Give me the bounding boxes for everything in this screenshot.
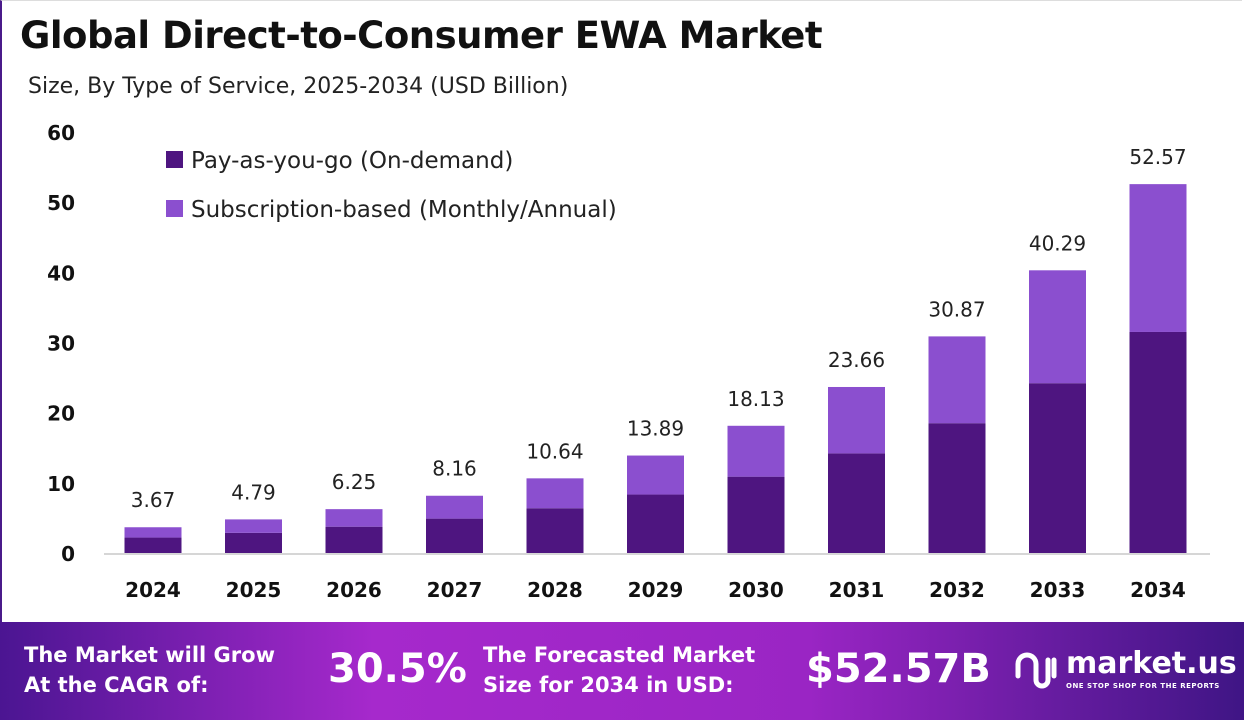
data-label-2033: 40.29: [1029, 231, 1086, 255]
data-label-2025: 4.79: [231, 480, 276, 504]
x-tick-label: 2029: [628, 578, 684, 602]
x-tick-label: 2025: [226, 578, 282, 602]
bar-segment-pay-as-you-go-2026: [325, 526, 383, 553]
forecast-value: $52.57B: [806, 646, 991, 692]
y-tick-label: 50: [47, 191, 75, 215]
bar-segment-subscription-2027: [426, 495, 483, 519]
bar-segment-subscription-2030: [727, 425, 785, 477]
y-tick-label: 60: [47, 121, 75, 145]
data-label-2028: 10.64: [526, 439, 583, 463]
data-label-2031: 23.66: [828, 348, 885, 372]
bar-segment-pay-as-you-go-2028: [526, 508, 584, 553]
y-tick-label: 30: [47, 332, 75, 356]
bar-segment-subscription-2034: [1129, 184, 1187, 332]
bar-segment-subscription-2025: [225, 519, 282, 533]
legend-label-0: Pay-as-you-go (On-demand): [191, 148, 513, 174]
data-label-2026: 6.25: [332, 470, 377, 494]
bar-segment-subscription-2028: [526, 478, 584, 509]
cagr-label-line1: The Market will Grow: [24, 643, 275, 667]
x-tick-label: 2032: [929, 578, 985, 602]
legend-swatch-1: [166, 200, 183, 217]
x-tick-label: 2031: [829, 578, 885, 602]
data-label-2027: 8.16: [432, 457, 477, 481]
stacked-bar-chart: 01020304050603.6720244.7920256.2520268.1…: [47, 121, 1210, 602]
x-tick-label: 2024: [125, 578, 181, 602]
bar-segment-subscription-2026: [325, 509, 383, 527]
forecast-label: The Forecasted Market Size for 2034 in U…: [483, 640, 755, 700]
chart-frame: [0, 0, 1242, 622]
bar-segment-subscription-2031: [828, 386, 885, 454]
bar-segment-pay-as-you-go-2027: [426, 518, 483, 553]
market-us-logo-icon: [1015, 652, 1057, 689]
bar-segment-subscription-2033: [1029, 270, 1086, 384]
data-label-2034: 52.57: [1129, 145, 1186, 169]
bar-segment-pay-as-you-go-2033: [1029, 383, 1086, 553]
y-tick-label: 20: [47, 402, 75, 426]
bar-segment-pay-as-you-go-2034: [1129, 331, 1187, 553]
cagr-label-line2: At the CAGR of:: [24, 673, 209, 697]
legend-swatch-0: [166, 151, 183, 168]
bar-segment-subscription-2032: [928, 336, 986, 424]
bar-segment-subscription-2029: [627, 455, 684, 495]
forecast-label-line1: The Forecasted Market: [483, 643, 756, 667]
forecast-label-line2: Size for 2034 in USD:: [483, 673, 734, 697]
footer-banner: The Market will Grow At the CAGR of: 30.…: [0, 622, 1244, 720]
bar-segment-subscription-2024: [124, 527, 182, 538]
bar-segment-pay-as-you-go-2030: [727, 476, 785, 553]
brand-name: market.us: [1066, 646, 1237, 681]
bar-segment-pay-as-you-go-2024: [124, 537, 182, 553]
x-tick-label: 2026: [326, 578, 382, 602]
x-tick-label: 2030: [728, 578, 784, 602]
y-tick-label: 10: [47, 472, 75, 496]
chart-title: Global Direct-to-Consumer EWA Market: [20, 14, 823, 57]
data-label-2024: 3.67: [131, 488, 176, 512]
x-tick-label: 2034: [1130, 578, 1186, 602]
cagr-value: 30.5%: [328, 646, 467, 692]
x-tick-label: 2027: [427, 578, 483, 602]
data-label-2030: 18.13: [727, 387, 784, 411]
x-tick-label: 2033: [1030, 578, 1086, 602]
bar-segment-pay-as-you-go-2032: [928, 423, 986, 553]
legend-label-1: Subscription-based (Monthly/Annual): [191, 197, 617, 223]
bar-segment-pay-as-you-go-2031: [828, 453, 885, 553]
data-label-2032: 30.87: [928, 297, 985, 321]
y-tick-label: 40: [47, 261, 75, 285]
brand-tagline: ONE STOP SHOP FOR THE REPORTS: [1066, 682, 1220, 690]
y-tick-label: 0: [61, 542, 75, 566]
chart-subtitle: Size, By Type of Service, 2025-2034 (USD…: [28, 74, 569, 99]
data-label-2029: 13.89: [627, 417, 684, 441]
bar-segment-pay-as-you-go-2029: [627, 494, 684, 553]
bar-segment-pay-as-you-go-2025: [225, 532, 282, 553]
cagr-label: The Market will Grow At the CAGR of:: [24, 640, 275, 700]
x-tick-label: 2028: [527, 578, 583, 602]
